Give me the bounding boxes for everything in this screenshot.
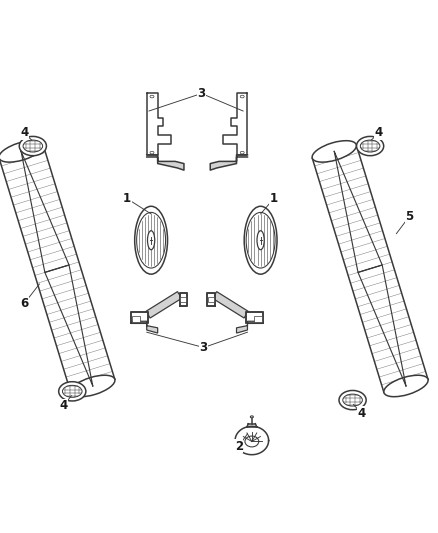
- Polygon shape: [235, 426, 268, 455]
- Text: 3: 3: [198, 87, 205, 100]
- Ellipse shape: [19, 136, 46, 156]
- Polygon shape: [146, 292, 182, 318]
- Ellipse shape: [357, 136, 384, 156]
- Text: 4: 4: [20, 126, 28, 140]
- Bar: [254, 317, 262, 322]
- Ellipse shape: [240, 95, 244, 98]
- Ellipse shape: [150, 151, 154, 154]
- Ellipse shape: [134, 206, 167, 274]
- Text: 1: 1: [270, 192, 278, 205]
- Text: 1: 1: [123, 192, 131, 205]
- Polygon shape: [312, 144, 428, 393]
- Text: 5: 5: [406, 209, 413, 223]
- Text: 4: 4: [357, 407, 365, 419]
- Ellipse shape: [339, 391, 366, 410]
- Ellipse shape: [59, 382, 86, 401]
- Polygon shape: [131, 312, 148, 324]
- Ellipse shape: [244, 206, 277, 274]
- Ellipse shape: [384, 375, 428, 397]
- Polygon shape: [223, 93, 247, 155]
- Text: 2: 2: [235, 440, 243, 453]
- Polygon shape: [237, 321, 263, 333]
- Bar: [180, 297, 186, 302]
- Ellipse shape: [150, 95, 154, 98]
- Polygon shape: [212, 292, 248, 318]
- Ellipse shape: [257, 231, 264, 250]
- Polygon shape: [207, 293, 215, 306]
- Text: 3: 3: [200, 341, 208, 354]
- Polygon shape: [147, 93, 171, 155]
- Ellipse shape: [71, 375, 115, 397]
- Ellipse shape: [148, 231, 155, 250]
- Polygon shape: [210, 155, 247, 170]
- Ellipse shape: [0, 141, 43, 162]
- Bar: [132, 317, 140, 322]
- Text: 4: 4: [375, 126, 383, 140]
- Ellipse shape: [312, 141, 357, 162]
- Polygon shape: [180, 293, 187, 306]
- Bar: [208, 297, 214, 302]
- Ellipse shape: [240, 151, 244, 154]
- Text: 4: 4: [60, 399, 67, 413]
- Polygon shape: [246, 312, 263, 324]
- Text: 6: 6: [20, 297, 28, 310]
- Polygon shape: [147, 155, 184, 170]
- Polygon shape: [0, 144, 115, 393]
- Polygon shape: [131, 321, 158, 333]
- Ellipse shape: [251, 416, 253, 418]
